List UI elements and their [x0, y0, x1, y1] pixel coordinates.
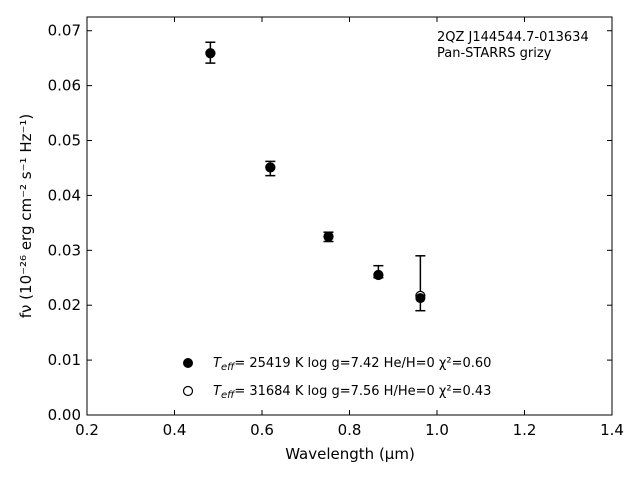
data-markers: [205, 48, 426, 304]
legend-marker-open: [182, 385, 194, 397]
error-bars: [205, 41, 426, 312]
y-tick-label: 0.06: [48, 77, 81, 95]
y-axis-label-text: fν (10⁻²⁶ erg cm⁻² s⁻¹ Hz⁻¹): [17, 114, 35, 319]
y-tick-label: 0.02: [48, 296, 81, 314]
survey-annotation: Pan-STARRS grizy: [437, 46, 552, 61]
object-name-annotation: 2QZ J144544.7-013634: [437, 30, 589, 45]
x-tick-label: 0.8: [338, 421, 362, 439]
model-point-filled: [323, 231, 334, 242]
x-axis-label: Wavelength (μm): [285, 445, 415, 463]
x-tick-label: 0.4: [163, 421, 187, 439]
y-tick-label: 0.07: [48, 22, 81, 40]
legend-label-1: Teff= 25419 K log g=7.42 He/H=0 χ²=0.60: [213, 356, 491, 373]
model-point-filled: [415, 293, 426, 304]
model-point-filled: [373, 270, 384, 281]
legend-marker-filled: [183, 358, 193, 368]
model-point-filled: [205, 48, 216, 59]
x-tick-label: 0.6: [250, 421, 274, 439]
y-tick-label: 0.04: [48, 186, 81, 204]
y-tick-label: 0.05: [48, 132, 81, 150]
x-tick-label: 1.2: [513, 421, 537, 439]
y-tick-label: 0.03: [48, 241, 81, 259]
tick-labels: 0.2 0.4 0.6 0.8 1.0 1.2 1.4 0.00 0.01 0.02 0.03 0.0…: [48, 22, 624, 439]
axis-ticks: [86, 17, 613, 416]
model-point-filled: [265, 162, 276, 173]
x-tick-label: 1.4: [600, 421, 624, 439]
y-tick-label: 0.01: [48, 351, 81, 369]
x-axis-label-text: Wavelength (μm): [285, 445, 415, 463]
x-tick-label: 1.0: [425, 421, 449, 439]
x-tick-label: 0.2: [75, 421, 99, 439]
legend-label-2: Teff= 31684 K log g=7.56 H/He=0 χ²=0.43: [213, 384, 491, 401]
y-axis-label: fν (10⁻²⁶ erg cm⁻² s⁻¹ Hz⁻¹): [17, 114, 35, 319]
y-tick-label: 0.00: [48, 406, 81, 424]
legend: Teff= 25419 K log g=7.42 He/H=0 χ²=0.60 …: [182, 356, 491, 401]
